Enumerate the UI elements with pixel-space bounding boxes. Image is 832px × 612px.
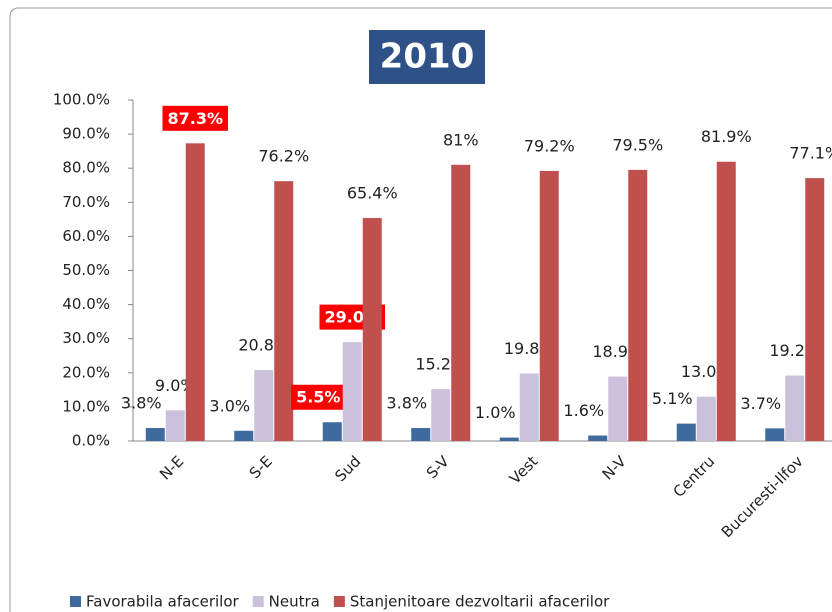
bar <box>145 428 165 441</box>
bar <box>362 217 382 441</box>
legend-swatch <box>70 596 81 607</box>
bar <box>499 437 519 441</box>
bar <box>411 428 431 441</box>
data-label: 9.0% <box>155 376 196 395</box>
data-label: 81.9% <box>701 127 752 146</box>
title-box <box>369 30 485 84</box>
bar <box>342 342 362 441</box>
y-tick-label: 40.0% <box>62 295 110 313</box>
data-label: 77.1% <box>789 144 832 163</box>
y-tick-label: 0.0% <box>72 432 110 450</box>
bar <box>322 422 342 441</box>
data-label: 5.5% <box>296 388 340 407</box>
bar <box>765 428 785 441</box>
bar <box>185 143 205 441</box>
bar <box>274 181 294 441</box>
bar <box>431 389 451 441</box>
bar <box>254 370 274 441</box>
bar <box>519 373 539 441</box>
bar <box>628 169 648 441</box>
y-tick-label: 50.0% <box>62 261 110 279</box>
data-label: 3.8% <box>121 394 162 413</box>
legend-label: Neutra <box>269 593 320 611</box>
legend-label: Stanjenitoare dezvoltarii afacerilor <box>350 593 610 611</box>
bar <box>676 423 696 441</box>
bar <box>165 410 185 441</box>
chart-border <box>9 7 832 612</box>
data-label: 1.0% <box>475 403 516 422</box>
legend-swatch <box>333 596 345 607</box>
y-tick-label: 100.0% <box>53 91 110 109</box>
bar <box>716 161 736 441</box>
bar <box>539 170 559 442</box>
data-label: 87.3% <box>167 109 223 128</box>
y-tick-label: 30.0% <box>62 329 110 347</box>
bar <box>785 375 805 441</box>
y-tick-label: 10.0% <box>62 397 110 415</box>
bar <box>608 376 628 441</box>
label-highlight <box>162 105 229 131</box>
data-label: 65.4% <box>347 183 398 202</box>
data-label: 3.8% <box>386 394 427 413</box>
bar <box>451 164 471 442</box>
bar <box>696 396 716 441</box>
data-label: 79.2% <box>524 136 575 155</box>
legend-label: Favorabila afacerilor <box>86 593 239 611</box>
data-label: 81% <box>443 130 479 149</box>
y-tick-label: 90.0% <box>62 125 110 143</box>
y-tick-label: 60.0% <box>62 227 110 245</box>
y-tick-label: 70.0% <box>62 193 110 211</box>
data-label: 5.1% <box>652 389 693 408</box>
y-tick-label: 20.0% <box>62 363 110 381</box>
bar <box>234 430 254 441</box>
data-label: 3.7% <box>740 394 781 413</box>
y-tick-label: 80.0% <box>62 159 110 177</box>
bar <box>805 178 825 442</box>
data-label: 76.2% <box>258 147 309 166</box>
bar <box>588 435 608 441</box>
data-label: 79.5% <box>612 135 663 154</box>
legend-swatch <box>252 596 264 607</box>
label-highlight <box>291 384 346 410</box>
chart-title: 2010 <box>380 37 475 77</box>
data-label: 1.6% <box>563 401 604 420</box>
data-label: 3.0% <box>209 396 250 415</box>
